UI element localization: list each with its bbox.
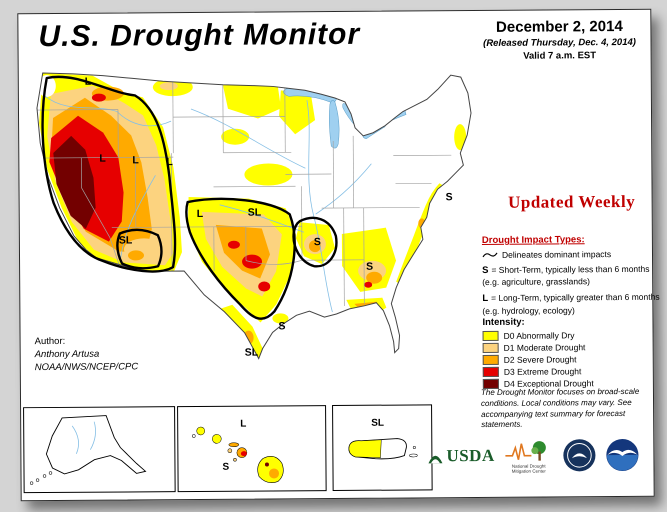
- author-label: Author:: [34, 335, 66, 348]
- alaska-inset: [23, 406, 176, 494]
- hawaii-label-short-term: S: [222, 461, 230, 473]
- delineation-squiggle-icon: [482, 252, 498, 258]
- d0-color-swatch: [482, 330, 499, 341]
- page-title: U.S. Drought Monitor: [38, 17, 361, 54]
- rivers: [44, 95, 372, 313]
- author-name: Anthony Artusa: [34, 348, 100, 360]
- conus-map: [36, 72, 472, 360]
- puerto-rico-inset: SL: [332, 404, 433, 492]
- d1-label: D1 Moderate Drought: [503, 342, 586, 353]
- d0-label: D0 Abnormally Dry: [503, 330, 575, 341]
- valid-time: Valid 7 a.m. EST: [523, 50, 597, 62]
- ndmc-logo: National Drought Mitigation Center: [504, 437, 554, 474]
- hawaii-label-long-term: L: [240, 418, 247, 430]
- long-term-symbol: L: [482, 293, 489, 305]
- impact-long-term: L = Long-Term, typically greater than 6 m…: [482, 292, 660, 317]
- ndmc-logo-icon: [505, 441, 547, 461]
- noaa-logo-icon: [606, 439, 639, 472]
- map-label-arkansas-louisiana: S: [313, 236, 321, 249]
- map-label-texas-gulf-coast: S: [278, 320, 286, 333]
- d2-label: D2 Severe Drought: [503, 354, 577, 365]
- map-label-georgia: S: [366, 260, 374, 273]
- impact-types-heading: Drought Impact Types:: [481, 234, 585, 246]
- long-term-text: = Long-Term, typically greater than 6 mo…: [482, 292, 660, 316]
- map-label-arizona: SL: [118, 234, 133, 247]
- report-date: December 2, 2014: [495, 17, 623, 36]
- map-label-colorado: L: [166, 156, 173, 169]
- map-label-oklahoma-texas: SL: [247, 206, 262, 219]
- d3-color-swatch: [482, 366, 499, 377]
- map-label-new-mexico: L: [196, 207, 204, 220]
- logo-row: USDA National Drought Mitigation Center: [426, 437, 640, 475]
- release-date: (Released Thursday, Dec. 4, 2014): [483, 36, 636, 49]
- impact-boundaries: [41, 75, 338, 320]
- legend-item-d0: D0 Abnormally Dry: [482, 330, 661, 341]
- impact-short-term: S = Short-Term, typically less than 6 mon…: [482, 264, 660, 289]
- legend-item-d3: D3 Extreme Drought: [482, 366, 661, 377]
- impact-types-block: Drought Impact Types: Delineates dominan…: [482, 234, 661, 322]
- legend-item-d1: D1 Moderate Drought: [482, 342, 661, 353]
- drought-shading: [36, 73, 467, 359]
- conus-map-area: L L L L SL L SL S S S SL S: [23, 55, 483, 406]
- puerto-rico-inset-map: [348, 438, 418, 460]
- impact-delineates-text: Delineates dominant impacts: [501, 249, 612, 260]
- map-label-mid-atlantic: S: [445, 191, 453, 204]
- author-block: Author: Anthony Artusa NOAA/NWS/NCEP/CPC: [35, 335, 139, 374]
- hawaii-inset: L S: [177, 405, 327, 493]
- short-term-text: = Short-Term, typically less than 6 mont…: [482, 263, 650, 288]
- disclaimer-text: The Drought Monitor focuses on broad-sca…: [480, 386, 640, 430]
- usda-logo: USDA: [426, 446, 495, 466]
- intensity-legend: Intensity: D0 Abnormally Dry D1 Moderate…: [482, 316, 661, 391]
- author-org: NOAA/NWS/NCEP/CPC: [34, 361, 139, 373]
- d3-label: D3 Extreme Drought: [503, 366, 582, 377]
- drought-monitor-page: U.S. Drought Monitor December 2, 2014 (R…: [17, 8, 660, 502]
- state-borders: [36, 81, 452, 306]
- commerce-seal-icon: [563, 439, 596, 472]
- alaska-inset-map: [29, 415, 147, 485]
- noaa-logo: [606, 438, 640, 472]
- map-label-south-texas: SL: [244, 346, 259, 359]
- ndmc-logo-caption: National Drought Mitigation Center: [511, 463, 546, 474]
- map-label-nevada: L: [99, 152, 106, 165]
- usda-symbol-icon: [428, 456, 443, 464]
- d2-color-swatch: [482, 354, 499, 365]
- legend-item-d2: D2 Severe Drought: [482, 354, 661, 365]
- date-block: December 2, 2014 (Released Thursday, Dec…: [470, 18, 648, 62]
- puerto-rico-impact-label: SL: [371, 417, 384, 429]
- map-label-utah: L: [132, 154, 139, 167]
- d1-color-swatch: [482, 342, 499, 353]
- usda-logo-text: USDA: [446, 446, 495, 466]
- updated-weekly-banner: Updated Weekly: [508, 191, 636, 212]
- map-label-washington: L: [84, 75, 92, 88]
- short-term-symbol: S: [482, 264, 489, 276]
- legend-heading: Intensity:: [482, 316, 525, 328]
- hawaii-inset-map: [192, 426, 284, 483]
- impact-delineates-row: Delineates dominant impacts: [482, 249, 660, 260]
- commerce-seal-logo: [563, 439, 597, 473]
